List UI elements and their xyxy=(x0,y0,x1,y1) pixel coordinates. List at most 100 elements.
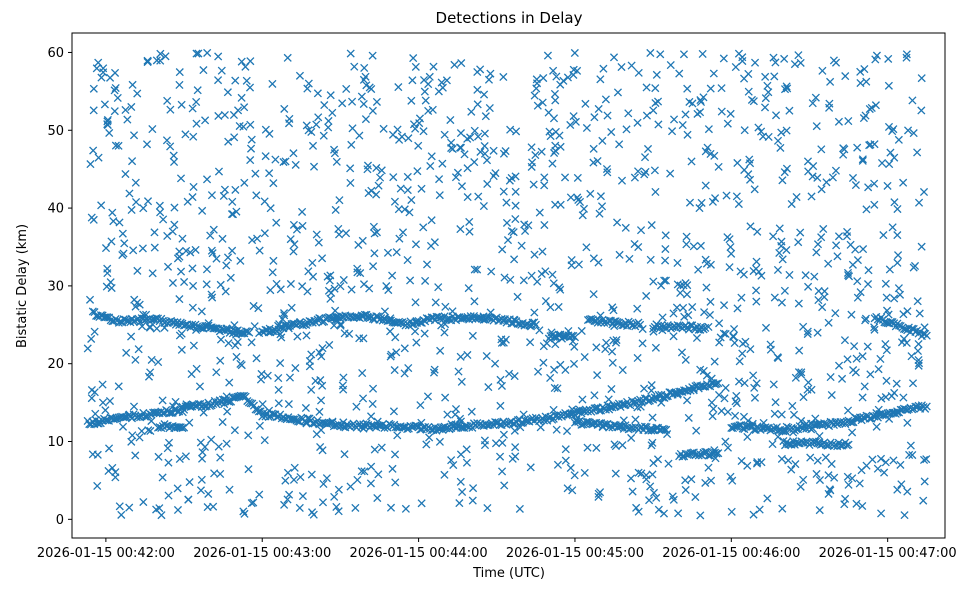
data-point xyxy=(128,80,137,89)
data-point xyxy=(491,417,500,427)
data-point xyxy=(627,61,636,70)
data-point xyxy=(630,173,639,182)
data-point xyxy=(901,405,910,414)
data-point xyxy=(225,378,234,387)
data-point xyxy=(688,302,697,312)
data-point xyxy=(604,395,613,404)
data-point xyxy=(155,201,164,210)
data-point xyxy=(662,425,671,434)
data-point xyxy=(573,173,582,182)
data-point xyxy=(491,359,500,368)
data-point xyxy=(255,490,264,499)
data-point xyxy=(531,320,540,329)
data-point xyxy=(521,226,530,236)
data-point xyxy=(325,276,334,285)
data-point xyxy=(826,77,835,86)
data-point xyxy=(363,161,373,170)
data-point xyxy=(192,49,201,58)
data-point xyxy=(613,218,622,227)
data-point xyxy=(752,379,761,388)
data-point xyxy=(831,166,841,175)
data-point xyxy=(706,84,715,93)
data-point xyxy=(569,70,578,79)
data-point xyxy=(105,128,114,138)
data-point xyxy=(882,293,891,302)
data-point xyxy=(326,313,335,322)
data-point xyxy=(561,445,570,454)
data-point xyxy=(207,246,216,255)
data-point xyxy=(104,444,114,453)
data-point xyxy=(537,269,546,279)
data-point xyxy=(569,359,579,368)
data-point xyxy=(497,381,506,390)
data-point xyxy=(914,339,923,349)
data-point xyxy=(717,84,726,93)
data-point xyxy=(482,156,492,165)
data-point xyxy=(770,293,779,302)
data-point xyxy=(312,230,321,239)
data-point xyxy=(298,492,307,501)
data-point xyxy=(438,159,447,168)
data-point xyxy=(706,297,715,306)
data-point xyxy=(372,190,381,199)
data-point xyxy=(218,234,227,243)
data-point xyxy=(913,148,922,157)
data-point xyxy=(290,463,299,472)
data-point xyxy=(162,136,172,145)
data-point xyxy=(201,321,210,330)
data-point xyxy=(599,64,608,73)
data-point xyxy=(235,121,244,131)
data-point xyxy=(157,511,166,520)
data-point xyxy=(137,427,146,436)
data-point xyxy=(727,249,736,258)
data-point xyxy=(223,253,233,262)
data-point xyxy=(422,260,432,269)
data-point xyxy=(551,146,560,155)
data-point xyxy=(170,220,179,229)
data-point xyxy=(652,493,661,502)
data-point xyxy=(695,204,704,213)
data-point xyxy=(851,181,860,190)
data-point xyxy=(391,478,400,487)
data-point xyxy=(827,390,836,400)
data-point xyxy=(374,470,383,479)
data-point xyxy=(666,169,675,178)
data-point xyxy=(773,265,783,274)
data-point xyxy=(839,150,848,159)
data-point xyxy=(485,103,494,113)
data-point xyxy=(346,482,355,491)
data-point xyxy=(163,444,172,453)
chart-title: Detections in Delay xyxy=(436,9,583,27)
data-point xyxy=(752,297,761,306)
data-point xyxy=(550,383,559,392)
data-point xyxy=(617,176,627,185)
x-axis-ticks: 2026-01-15 00:42:00 2026-01-15 00:43:00 20… xyxy=(37,538,957,561)
data-point xyxy=(495,452,505,461)
data-point xyxy=(353,268,362,277)
data-point xyxy=(420,329,429,338)
data-point xyxy=(712,379,721,388)
data-point xyxy=(864,266,873,275)
data-point xyxy=(295,71,305,80)
data-point xyxy=(188,104,197,113)
data-point xyxy=(922,402,931,411)
data-point xyxy=(293,332,302,341)
data-point xyxy=(797,370,806,379)
data-point xyxy=(255,246,264,255)
data-point xyxy=(183,197,192,206)
data-point xyxy=(813,240,823,249)
data-point xyxy=(241,392,250,401)
data-point xyxy=(406,276,415,285)
data-point xyxy=(109,217,118,226)
data-point xyxy=(535,208,544,217)
data-point xyxy=(733,158,742,168)
data-point xyxy=(824,259,833,268)
data-point xyxy=(114,141,123,150)
data-point xyxy=(240,103,249,112)
data-point xyxy=(108,208,117,217)
data-point xyxy=(813,456,822,465)
data-point xyxy=(796,482,805,491)
data-point xyxy=(425,433,434,442)
data-point xyxy=(666,61,675,70)
data-point xyxy=(466,133,475,142)
